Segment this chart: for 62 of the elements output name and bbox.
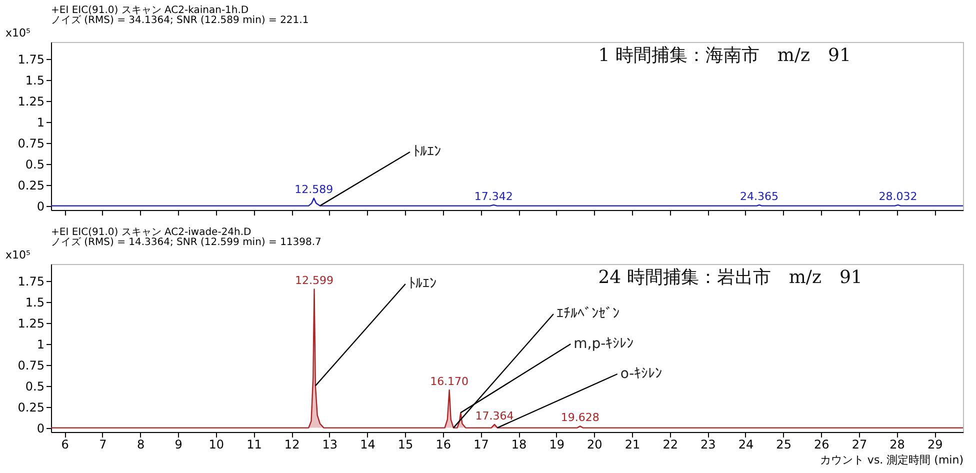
annotation: 28.032 xyxy=(878,190,918,203)
annotation: 24.365 xyxy=(740,190,779,203)
annotation: 12.599 xyxy=(294,274,334,288)
y-tick-label: 0.75 xyxy=(18,358,44,372)
annotation: 24 時間捕集：岩出市 m/z 91 xyxy=(598,267,862,288)
y-tick-label: 0.5 xyxy=(25,379,44,394)
x-tick-label: 19 xyxy=(549,438,565,452)
y-tick-label: 1.75 xyxy=(18,274,44,288)
x-tick-label: 24 xyxy=(738,438,754,452)
annotation: o-ｷｼﾚﾝ xyxy=(620,366,662,382)
annotation: 12.589 xyxy=(294,183,334,196)
x-tick-label: 28 xyxy=(890,438,905,452)
x-tick-label: 21 xyxy=(624,438,640,452)
annotation: 1 時間捕集：海南市 m/z 91 xyxy=(598,45,851,66)
y-tick-label: 1.5 xyxy=(25,295,44,310)
x-tick-label: 14 xyxy=(360,438,376,452)
y-tick-label: 0 xyxy=(36,421,44,436)
x-tick-label: 16 xyxy=(436,438,452,452)
y-tick-label: 1.75 xyxy=(18,52,44,66)
x-tick-label: 26 xyxy=(814,438,830,452)
y-tick-label: 0.5 xyxy=(25,157,44,172)
x-tick-label: 27 xyxy=(852,438,868,452)
y-tick-label: 0.25 xyxy=(18,400,44,414)
chart-title: +EI EIC(91.0) スキャン AC2-iwade-24h.D xyxy=(51,227,252,238)
annotation: ﾄﾙｴﾝ xyxy=(412,144,441,160)
x-tick-label: 11 xyxy=(246,438,262,452)
x-tick-label: 22 xyxy=(662,438,678,452)
y-axis-title: x10⁵ xyxy=(6,26,30,40)
x-tick-label: 15 xyxy=(398,438,414,452)
annotation: 16.170 xyxy=(430,375,469,388)
x-tick-label: 18 xyxy=(511,438,527,452)
annotation: 19.628 xyxy=(560,411,600,424)
annotation: ｴﾁﾙﾍﾞﾝｾﾞﾝ xyxy=(556,306,620,322)
y-tick-label: 1.25 xyxy=(18,94,44,108)
y-tick-label: 0.25 xyxy=(18,178,44,192)
x-tick-label: 17 xyxy=(474,438,489,452)
x-tick-label: 29 xyxy=(927,438,943,452)
x-tick-label: 7 xyxy=(99,438,107,452)
chart-title: +EI EIC(91.0) スキャン AC2-kainan-1h.D xyxy=(51,5,249,16)
x-tick-label: 9 xyxy=(174,438,182,452)
chart-subtitle: ノイズ (RMS) = 14.3364; SNR (12.599 min) = 11398.7 xyxy=(51,236,322,248)
x-tick-label: 20 xyxy=(587,438,602,452)
x-tick-label: 8 xyxy=(136,438,145,452)
annotation: ﾄﾙｴﾝ xyxy=(408,276,436,292)
y-tick-label: 1.5 xyxy=(25,73,44,88)
x-axis-title: カウント vs. 測定時間 (min) xyxy=(820,454,964,466)
x-tick-label: 12 xyxy=(284,438,300,452)
y-tick-label: 1.25 xyxy=(18,316,44,330)
y-tick-label: 0.75 xyxy=(18,136,44,150)
y-tick-label: 0 xyxy=(36,199,44,214)
y-tick-label: 1 xyxy=(36,337,44,352)
x-tick-label: 13 xyxy=(322,438,338,452)
x-tick-label: 23 xyxy=(700,438,716,452)
annotation: 17.342 xyxy=(474,190,513,203)
chart-subtitle: ノイズ (RMS) = 34.1364; SNR (12.589 min) = 221.1 xyxy=(51,14,309,26)
annotation: 17.364 xyxy=(475,409,514,422)
y-axis-title: x10⁵ xyxy=(6,248,30,262)
x-tick-label: 25 xyxy=(776,438,792,452)
x-tick-label: 10 xyxy=(208,438,224,452)
annotation: m,p-ｷｼﾚﾝ xyxy=(574,336,634,352)
y-tick-label: 1 xyxy=(36,115,44,130)
x-tick-label: 6 xyxy=(61,438,69,452)
